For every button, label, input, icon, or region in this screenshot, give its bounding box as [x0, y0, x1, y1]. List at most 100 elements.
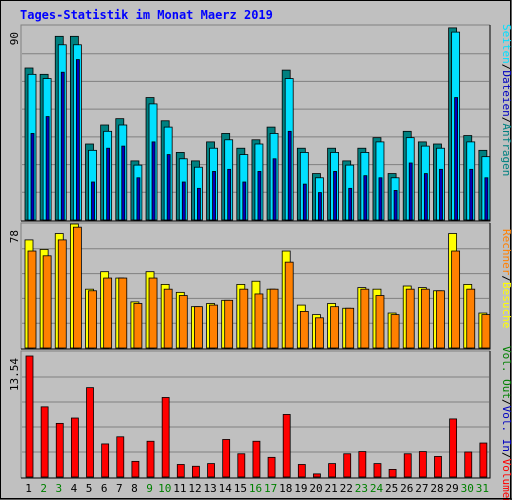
volume-bar: [40, 406, 49, 478]
pages-bar: [212, 171, 216, 221]
volume-bar: [282, 414, 291, 478]
pages-bar: [469, 168, 474, 221]
volume-panel-frame-top-left: [20, 350, 490, 478]
volume-bar: [237, 453, 246, 478]
pages-bar: [484, 177, 489, 221]
day-label: 11: [173, 482, 186, 495]
pages-bar: [30, 133, 35, 221]
volume-bar: [328, 463, 336, 478]
volume-panel: 13.54 Vol. Out/Vol. In/Volumen: [8, 346, 512, 500]
day-label: 16: [249, 482, 262, 495]
legend-entry: Besuche: [500, 282, 512, 328]
day-label: 12: [188, 482, 201, 495]
visits-panel-frame-top-left: [20, 222, 490, 349]
visits-panel-frame-bottom-right: [21, 223, 491, 350]
pages-bar: [272, 158, 277, 221]
legend-entry: /: [500, 452, 512, 459]
day-label: 28: [430, 482, 443, 495]
sites-bar: [269, 288, 279, 349]
sites-bar: [57, 239, 67, 349]
volume-bar: [464, 451, 473, 478]
pages-bar: [318, 192, 322, 221]
sites-bar: [209, 304, 218, 349]
requests-panel-frame-top-left: [20, 24, 490, 221]
day-label: 27: [415, 482, 428, 495]
chart-title: Tages-Statistik im Monat Maerz 2019: [20, 8, 273, 22]
legend-entry: Vol. Out: [500, 346, 512, 399]
day-label: 4: [71, 482, 78, 495]
sites-bar: [284, 261, 294, 349]
day-label: 26: [400, 482, 413, 495]
sites-bar: [254, 293, 264, 349]
pages-bar: [363, 175, 368, 221]
pages-bar: [45, 116, 50, 221]
legend-entry: Volumen: [500, 459, 512, 500]
pages-bar: [242, 181, 247, 221]
day-label: 1: [25, 482, 32, 495]
day-label: 18: [279, 482, 292, 495]
pages-bar: [136, 177, 141, 221]
day-label: 19: [294, 482, 307, 495]
volume-bar: [388, 469, 397, 478]
volume-gridlines: [22, 376, 489, 453]
volume-ymax-label: 13.54: [8, 358, 21, 391]
day-label: 9: [146, 482, 153, 495]
day-label: 2: [40, 482, 47, 495]
sites-bar: [239, 288, 249, 349]
volume-bar: [176, 464, 185, 478]
volume-bar: [313, 473, 321, 478]
volume-bar: [101, 443, 110, 478]
volume-bar: [373, 463, 382, 478]
sites-bar: [88, 290, 97, 349]
volume-bar: [434, 456, 442, 478]
pages-bar: [302, 183, 307, 221]
pages-bar: [197, 187, 201, 221]
day-label: 14: [219, 482, 233, 495]
pages-bar: [121, 145, 126, 221]
pages-bar: [60, 71, 65, 221]
day-label: 24: [370, 482, 384, 495]
pages-bar: [91, 181, 95, 221]
day-label: 5: [86, 482, 93, 495]
day-label: 3: [56, 482, 63, 495]
day-label: 15: [234, 482, 247, 495]
visits-ymax-label: 78: [8, 230, 21, 243]
legend-entry: /: [500, 64, 512, 71]
requests-legend: Seiten/Dateien/Anfragen: [500, 24, 512, 176]
sites-bar: [451, 250, 461, 349]
legend-entry: Vol. In: [500, 406, 512, 452]
volume-panel-frame-bottom-right: [21, 351, 491, 479]
pages-bar: [227, 168, 232, 221]
day-label: 20: [309, 482, 322, 495]
sites-bar: [436, 290, 445, 349]
volume-bar: [86, 387, 94, 478]
pages-bar: [181, 181, 186, 221]
day-labels: 1 2 3 4 5 6 7 8 9 10 11 12 13 14 15 16 17 18 19 20 21 22 23 24 2…: [25, 482, 489, 495]
volume-bar: [192, 465, 200, 478]
sites-bar: [360, 288, 370, 349]
volume-bar: [343, 453, 352, 478]
visits-panel: 78 Rechner/Besuche: [8, 222, 512, 350]
volume-bar: [449, 418, 458, 478]
volume-bar: [207, 463, 215, 478]
requests-ymax-label: 90: [8, 32, 21, 45]
legend-entry: Dateien: [500, 70, 512, 116]
sites-bar: [178, 295, 188, 349]
pages-bar: [348, 187, 353, 221]
sites-bar: [194, 306, 203, 349]
sites-bar: [315, 317, 324, 349]
pages-bar: [378, 177, 383, 221]
pages-bar: [454, 97, 459, 221]
sites-bar: [466, 288, 476, 349]
volume-bar: [403, 453, 412, 478]
day-label: 13: [203, 482, 216, 495]
volume-bar: [297, 464, 306, 478]
sites-bar: [133, 303, 143, 349]
volume-bar: [358, 451, 367, 478]
legend-entry: Anfragen: [500, 123, 512, 176]
pages-bar: [257, 171, 262, 221]
pages-bar: [408, 162, 413, 221]
volume-bar: [267, 456, 276, 478]
pages-bar: [423, 173, 428, 221]
legend-entry: Seiten: [500, 24, 512, 64]
